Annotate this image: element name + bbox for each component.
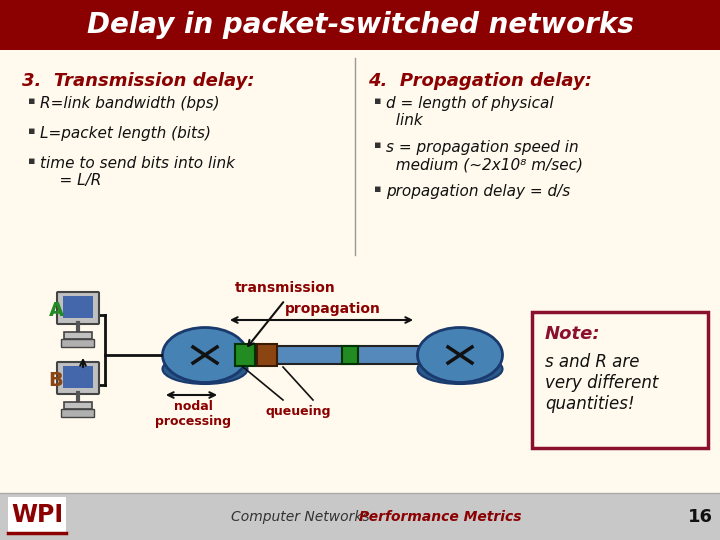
Text: A: A	[48, 300, 63, 320]
FancyBboxPatch shape	[257, 344, 277, 366]
Text: ▪: ▪	[374, 96, 382, 106]
Ellipse shape	[163, 327, 248, 382]
Text: ▪: ▪	[374, 140, 382, 150]
Ellipse shape	[418, 327, 503, 382]
Text: ▪: ▪	[28, 126, 35, 136]
Text: time to send bits into link
    = L/R: time to send bits into link = L/R	[40, 156, 235, 188]
FancyBboxPatch shape	[343, 346, 359, 364]
Text: nodal
processing: nodal processing	[155, 400, 231, 428]
Text: Delay in packet-switched networks: Delay in packet-switched networks	[86, 11, 634, 39]
FancyBboxPatch shape	[64, 332, 92, 339]
Text: d = length of physical
  link: d = length of physical link	[386, 96, 554, 129]
Text: B: B	[49, 370, 63, 389]
Text: queueing: queueing	[265, 405, 330, 418]
FancyBboxPatch shape	[57, 292, 99, 324]
FancyBboxPatch shape	[532, 312, 708, 448]
FancyBboxPatch shape	[61, 409, 94, 417]
Text: 4.  Propagation delay:: 4. Propagation delay:	[368, 72, 592, 90]
FancyBboxPatch shape	[0, 493, 720, 540]
FancyBboxPatch shape	[8, 497, 66, 533]
Text: WPI: WPI	[11, 503, 63, 527]
Text: ▪: ▪	[28, 156, 35, 166]
Text: ▪: ▪	[28, 96, 35, 106]
FancyBboxPatch shape	[0, 50, 720, 540]
FancyBboxPatch shape	[63, 296, 93, 318]
Text: s and R are
very different
quantities!: s and R are very different quantities!	[545, 353, 658, 413]
FancyBboxPatch shape	[64, 402, 92, 409]
Text: 16: 16	[688, 508, 713, 526]
Ellipse shape	[418, 354, 503, 384]
Text: s = propagation speed in
  medium (~2x10⁸ m/sec): s = propagation speed in medium (~2x10⁸ …	[386, 140, 583, 172]
Text: 3.  Transmission delay:: 3. Transmission delay:	[22, 72, 255, 90]
Text: ▪: ▪	[374, 184, 382, 194]
Text: Computer Networks: Computer Networks	[230, 510, 369, 524]
Text: propagation delay = d/s: propagation delay = d/s	[386, 184, 570, 199]
FancyBboxPatch shape	[63, 366, 93, 388]
FancyBboxPatch shape	[61, 340, 94, 348]
Text: R=link bandwidth (bps): R=link bandwidth (bps)	[40, 96, 220, 111]
Text: L=packet length (bits): L=packet length (bits)	[40, 126, 211, 141]
Text: transmission: transmission	[235, 281, 336, 295]
Text: Performance Metrics: Performance Metrics	[359, 510, 521, 524]
FancyBboxPatch shape	[0, 0, 720, 50]
Ellipse shape	[163, 354, 248, 384]
FancyBboxPatch shape	[233, 346, 432, 364]
Text: propagation: propagation	[284, 302, 380, 316]
FancyBboxPatch shape	[57, 362, 99, 394]
Text: Note:: Note:	[545, 325, 600, 343]
FancyBboxPatch shape	[235, 344, 255, 366]
